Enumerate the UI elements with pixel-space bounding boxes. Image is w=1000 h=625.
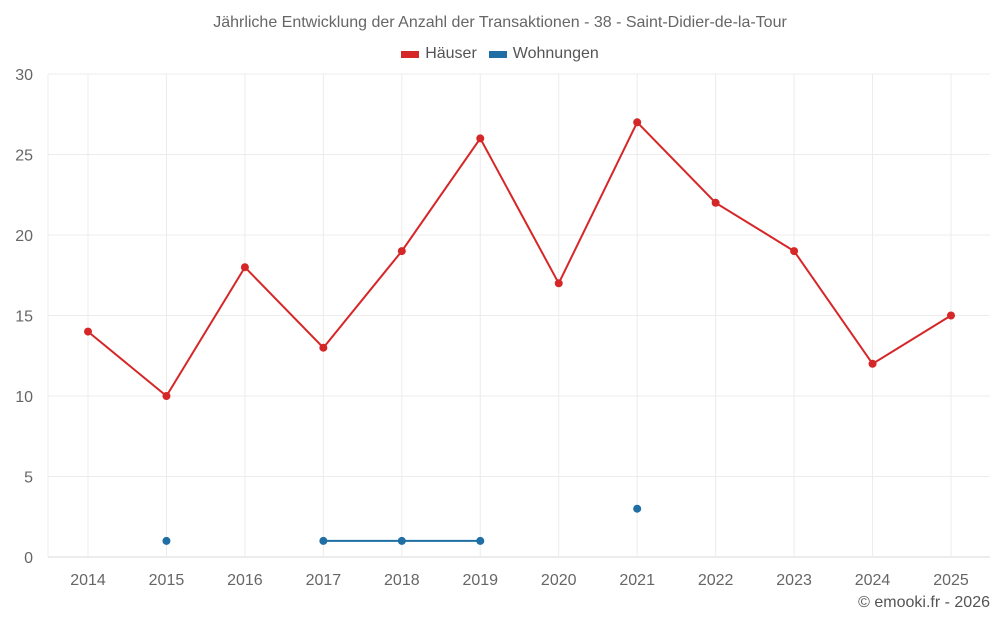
x-tick-label: 2018	[384, 572, 420, 589]
data-point[interactable]	[947, 311, 955, 320]
data-point[interactable]	[633, 118, 642, 127]
data-point[interactable]	[162, 536, 171, 545]
legend-swatch-haeuser	[401, 50, 420, 58]
data-point[interactable]	[162, 392, 171, 400]
data-point[interactable]	[554, 279, 563, 288]
data-point[interactable]	[711, 198, 720, 207]
y-tick-label: 20	[15, 228, 33, 245]
series-line	[87, 120, 952, 398]
x-tick-label: 2022	[698, 572, 734, 589]
data-point[interactable]	[476, 536, 485, 545]
legend-swatch-wohnungen	[488, 50, 507, 58]
x-tick-label: 2020	[541, 572, 577, 589]
data-point[interactable]	[240, 263, 249, 272]
legend-item-haeuser[interactable]: Häuser	[401, 45, 477, 63]
x-tick-label: 2014	[70, 572, 106, 589]
y-tick-label: 15	[15, 309, 33, 326]
x-tick-label: 2021	[619, 572, 655, 589]
data-point[interactable]	[633, 504, 642, 513]
chart-title: Jährliche Entwicklung der Anzahl der Tra…	[213, 14, 787, 31]
x-tick-label: 2024	[855, 572, 891, 589]
y-tick-label: 10	[15, 389, 33, 406]
x-tick-label: 2016	[227, 572, 263, 589]
series-lines	[84, 118, 955, 545]
y-tick-label: 5	[24, 470, 33, 487]
data-point[interactable]	[476, 134, 485, 143]
x-tick-label: 2015	[149, 572, 185, 589]
data-point[interactable]	[397, 247, 406, 256]
grid-lines	[47, 73, 990, 558]
y-tick-label: 30	[15, 67, 33, 84]
x-tick-label: 2019	[462, 572, 498, 589]
y-axis: 0 5 10 15 20 25 30	[15, 67, 33, 567]
data-point[interactable]	[319, 536, 328, 545]
x-tick-label: 2017	[306, 572, 342, 589]
data-point[interactable]	[868, 359, 877, 368]
legend-label-wohnungen: Wohnungen	[512, 45, 599, 62]
chart-legend: Häuser Wohnungen	[0, 45, 1000, 63]
x-tick-label: 2023	[776, 572, 812, 589]
legend-label-haeuser: Häuser	[425, 45, 477, 62]
data-point[interactable]	[84, 327, 92, 336]
data-point[interactable]	[790, 247, 799, 256]
y-tick-label: 0	[24, 550, 33, 567]
data-point[interactable]	[397, 536, 406, 545]
legend-item-wohnungen[interactable]: Wohnungen	[488, 45, 599, 63]
data-point[interactable]	[319, 343, 328, 352]
x-axis: 2014 2015 2016 2017 2018 2019 2020 2021 2022 2023…	[70, 572, 969, 589]
copyright-credit: © emooki.fr - 2026	[858, 594, 990, 611]
x-tick-label: 2025	[933, 572, 969, 589]
y-tick-label: 25	[15, 148, 33, 165]
